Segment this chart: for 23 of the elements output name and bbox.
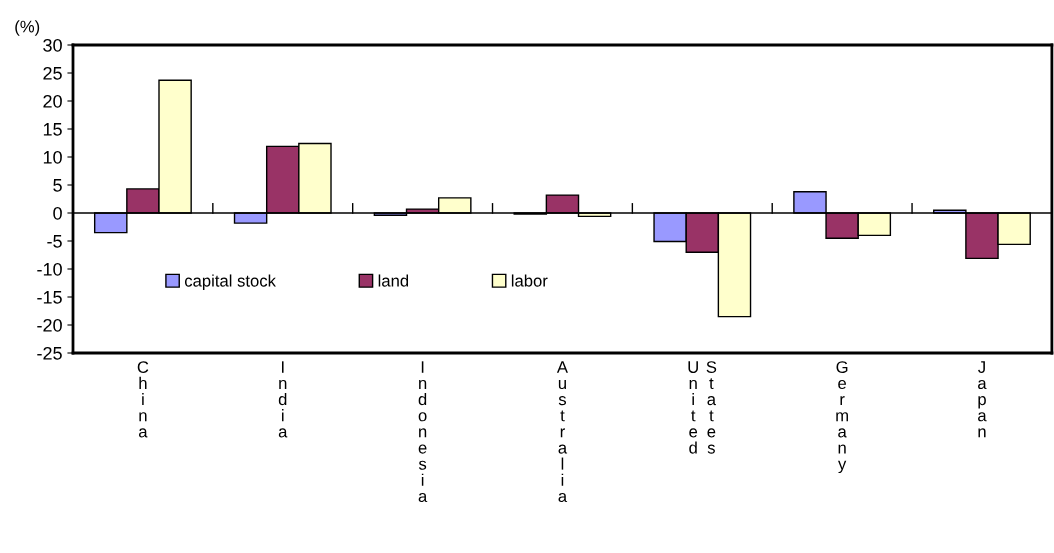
y-tick-label: 25 xyxy=(43,66,62,80)
x-tick-label: Japan xyxy=(978,361,987,438)
category-label: Indonesia xyxy=(418,361,428,503)
legend-label: capital stock xyxy=(184,274,276,290)
y-tick-label: 15 xyxy=(43,123,62,136)
y-tick-label: -15 xyxy=(37,291,62,304)
y-tick-label: -25 xyxy=(37,346,62,360)
y-tick-label: 0 xyxy=(53,206,62,220)
x-tick-label: India xyxy=(278,361,288,438)
legend-label: labor xyxy=(511,274,548,287)
y-tick-label: 10 xyxy=(43,150,62,164)
y-tick-label: -20 xyxy=(37,318,62,332)
legend-label: land xyxy=(378,274,409,287)
y-tick-label: -5 xyxy=(47,235,62,248)
category-label: United States xyxy=(688,361,717,454)
y-axis-title: (%) xyxy=(15,20,40,36)
x-tick-label: Germany xyxy=(836,361,848,474)
category-label: Australia xyxy=(556,361,568,503)
y-tick-label: 20 xyxy=(43,94,62,108)
y-tick-label: -10 xyxy=(37,262,62,276)
y-tick-label: 30 xyxy=(43,38,62,52)
x-tick-label: China xyxy=(137,361,149,438)
y-tick-label: 5 xyxy=(53,179,62,192)
